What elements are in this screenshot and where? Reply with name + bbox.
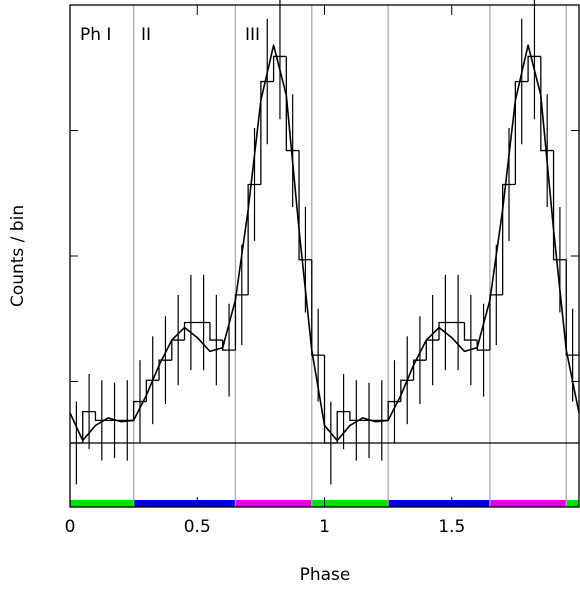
histogram-bin — [336, 410, 350, 443]
histogram-bin — [311, 259, 325, 356]
x-tick-label: 0 — [65, 517, 76, 537]
histogram-bin — [272, 55, 287, 82]
x-tick-label: 1.5 — [438, 517, 465, 537]
phase-segment — [388, 500, 490, 507]
histogram-bin — [476, 340, 490, 351]
histogram-bin — [222, 340, 236, 351]
x-tick-label: 1 — [319, 517, 330, 537]
histogram-bin — [552, 150, 567, 261]
histogram-bin — [387, 400, 401, 421]
phase-segment — [70, 500, 134, 507]
histogram-bin — [82, 410, 96, 443]
x-tick-label: 0.5 — [184, 517, 211, 537]
phase-segment — [235, 500, 312, 507]
histogram-bin — [183, 321, 198, 341]
histogram-bin — [502, 183, 516, 295]
histogram-bin — [514, 80, 529, 185]
histogram-bin — [158, 359, 172, 381]
fit-curve — [69, 44, 580, 442]
x-axis-label: Phase — [300, 565, 351, 585]
phase-segment — [311, 500, 389, 507]
phase-label: Ph I — [80, 25, 111, 45]
histogram-bin — [247, 183, 261, 295]
phase-segment — [566, 500, 579, 507]
histogram-bin — [412, 359, 427, 381]
histogram-bin — [209, 322, 223, 341]
histogram-bin — [260, 80, 274, 185]
histogram-bin — [540, 56, 554, 152]
y-axis-label: Counts / bin — [8, 205, 28, 307]
histogram-bin — [565, 259, 579, 356]
histogram-bin — [132, 400, 147, 421]
phase-segment — [133, 500, 236, 507]
histogram-bin — [298, 150, 312, 261]
phase-label: II — [141, 25, 151, 45]
histogram-bin — [527, 55, 541, 82]
histogram-bin — [438, 321, 452, 341]
phase-label: III — [245, 25, 260, 45]
histogram-bin — [285, 56, 300, 152]
phase-segment — [489, 500, 567, 507]
histogram-bin — [323, 355, 338, 444]
histogram-bin — [463, 322, 478, 341]
